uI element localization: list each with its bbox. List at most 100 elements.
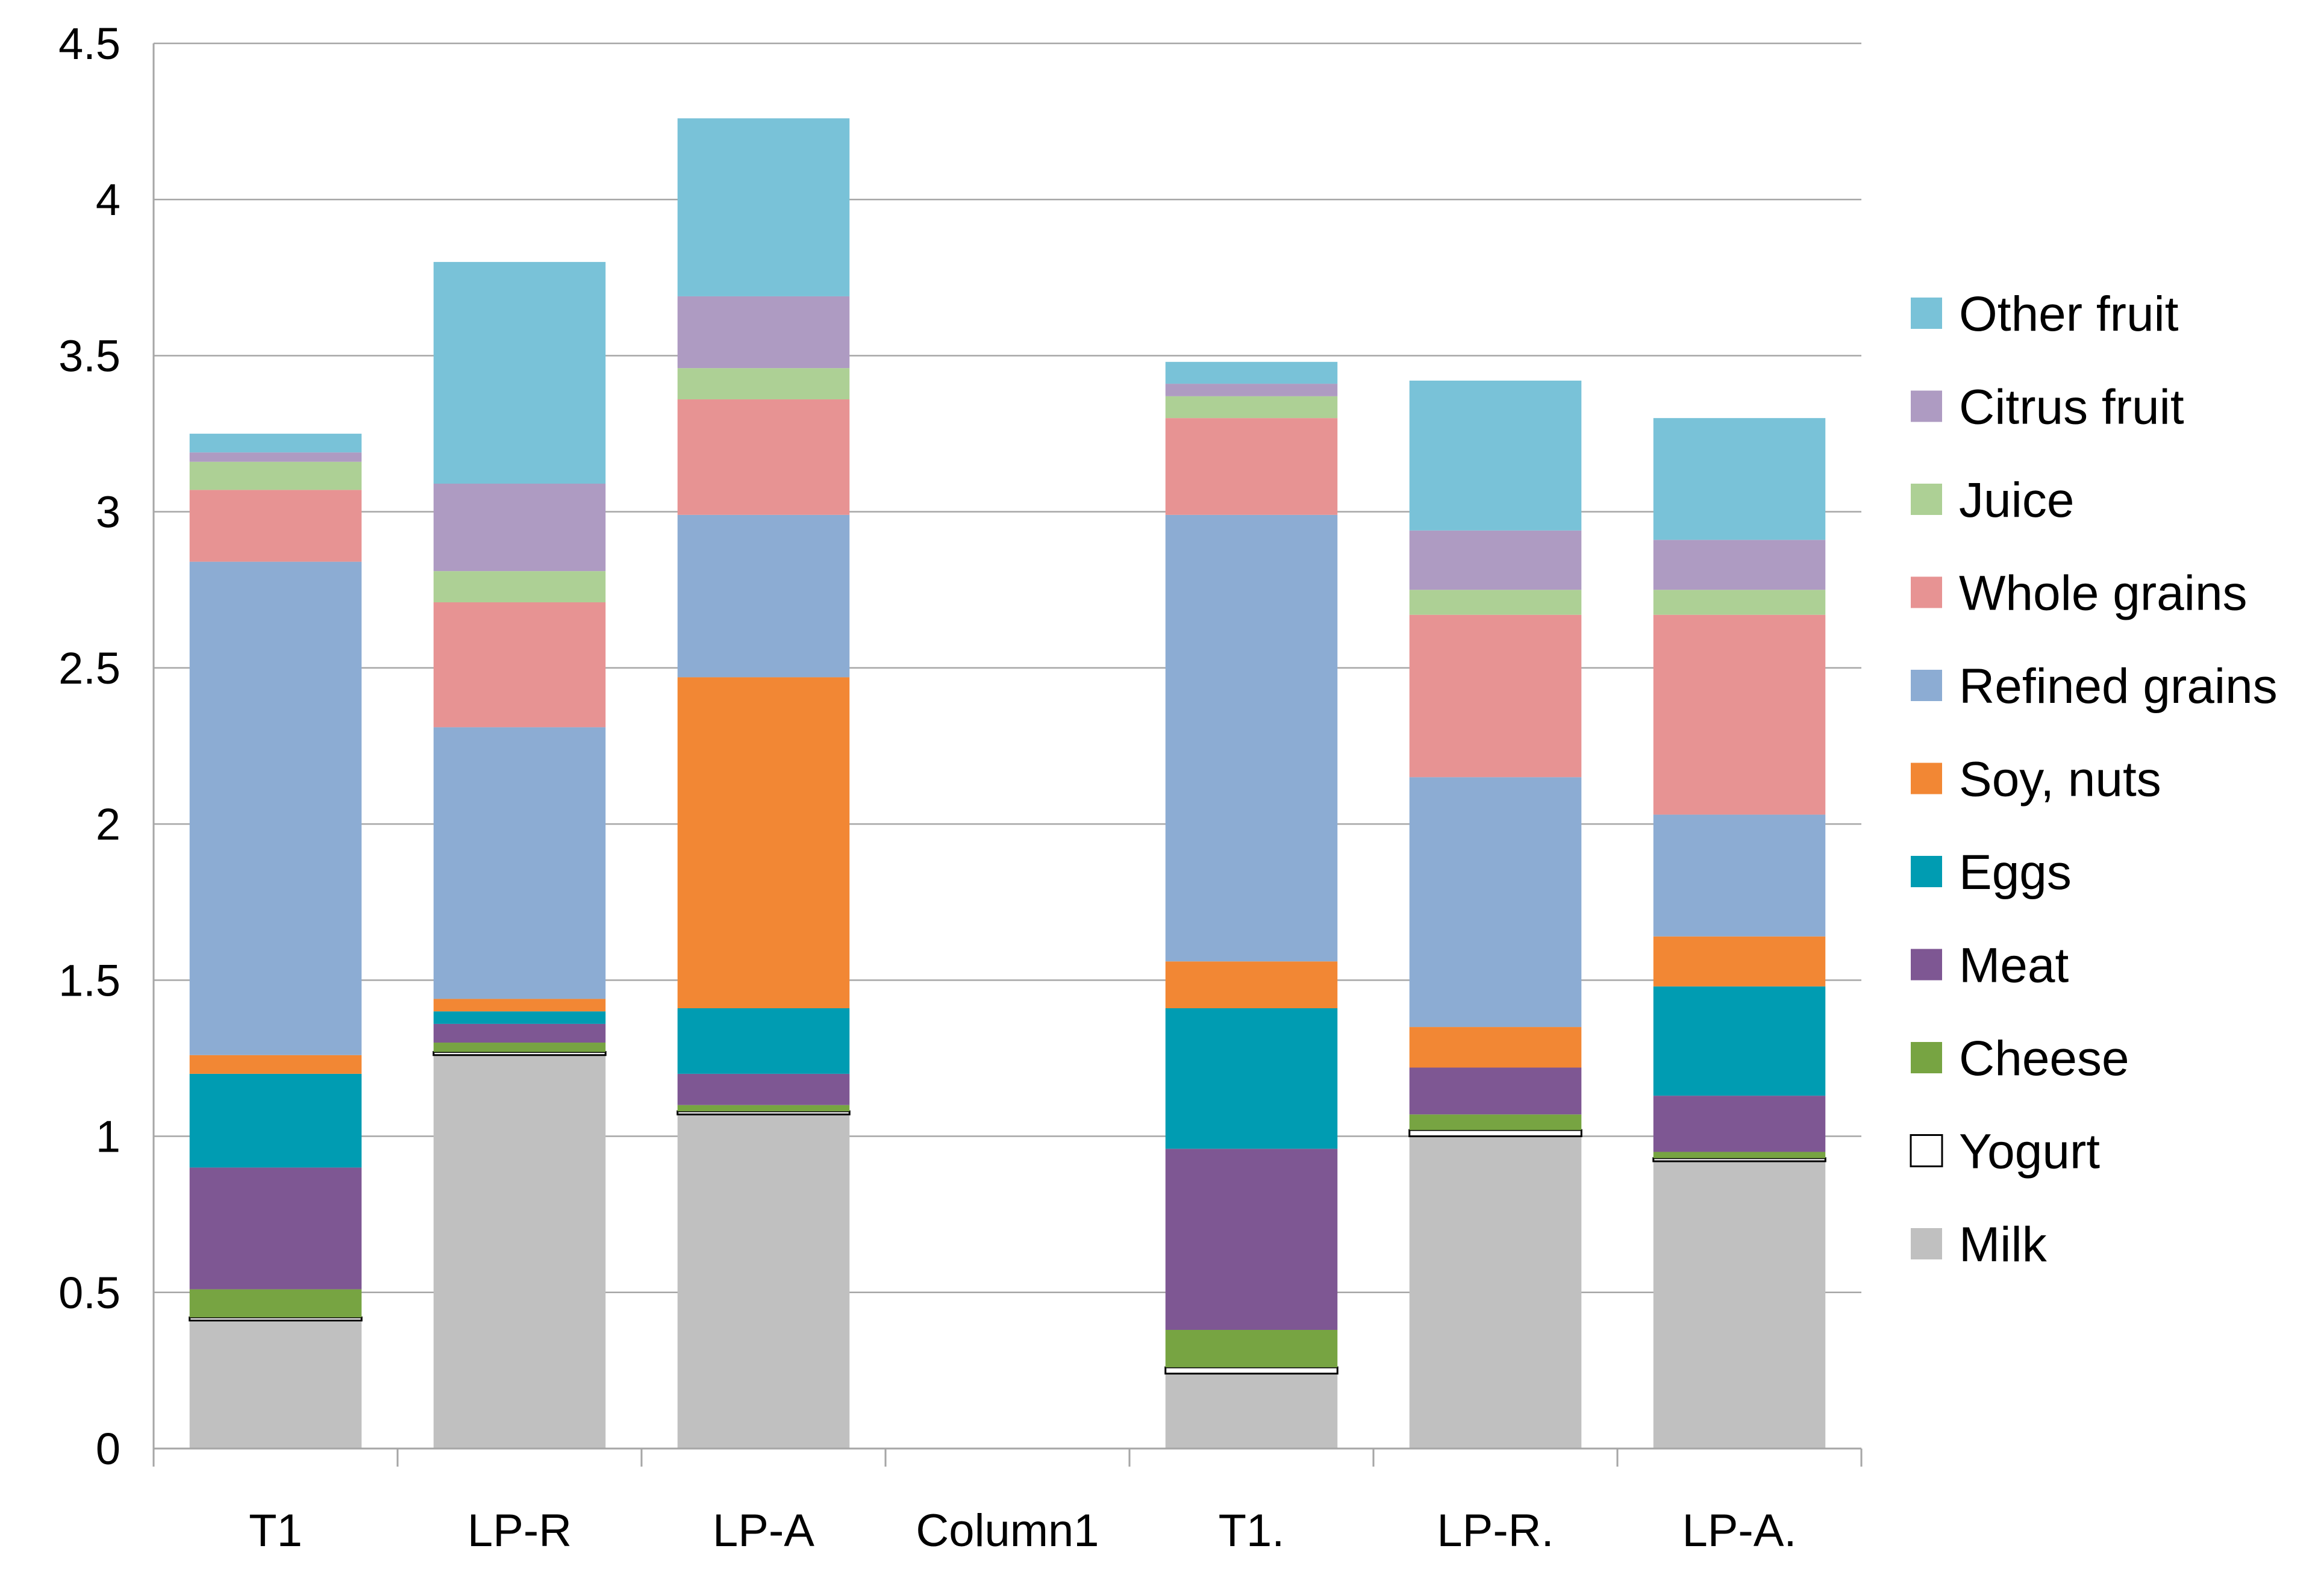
- bar-segment-whole-grains-lp-r: [433, 602, 606, 728]
- legend-swatch-cheese: [1911, 1042, 1942, 1073]
- bar-segment-milk-t1: [189, 1320, 362, 1449]
- bar-segment-yogurt-lp-a: [676, 1110, 851, 1115]
- bar-segment-cheese-lp-r: [433, 1043, 606, 1052]
- bar-segment-meat-lp-r: [1409, 1067, 1582, 1115]
- legend: Other fruit Citrus fruit Juice Whole grains…: [1910, 287, 2278, 1272]
- bar-segment-yogurt-lp-r: [433, 1051, 607, 1056]
- x-axis-tick-labels: T1 LP-R LP-A Column1 T1. LP-R. LP-A.: [249, 1505, 1796, 1556]
- bar-segment-yogurt-lp-r: [1408, 1129, 1582, 1138]
- bar-segment-juice-t1: [189, 461, 362, 490]
- bar-segment-juice-t1: [1165, 396, 1338, 419]
- x-tick-label: Column1: [916, 1505, 1099, 1556]
- legend-swatch-milk: [1911, 1228, 1942, 1259]
- bars: [189, 118, 1826, 1449]
- bar-segment-eggs-lp-a: [1653, 986, 1826, 1096]
- y-tick-label: 1: [96, 1112, 120, 1162]
- bar-segment-other-fruit-lp-r: [1409, 380, 1582, 531]
- bar-segment-soy-nuts-lp-a: [677, 677, 850, 1008]
- y-tick-label: 4.5: [58, 19, 120, 69]
- x-tick-label: LP-R.: [1437, 1505, 1554, 1556]
- bar-segment-citrus-fruit-lp-r: [1409, 530, 1582, 590]
- bar-segment-juice-lp-r: [1409, 590, 1582, 615]
- bar-segment-refined-grains-lp-r: [1409, 777, 1582, 1028]
- bar-segment-eggs-lp-r: [433, 1011, 606, 1024]
- x-tick-label: LP-A.: [1682, 1505, 1796, 1556]
- bar-segment-cheese-t1: [189, 1289, 362, 1318]
- x-tick-label: LP-R: [467, 1505, 572, 1556]
- legend-label-refined-grains: Refined grains: [1959, 659, 2278, 714]
- bar-segment-other-fruit-t1: [189, 434, 362, 453]
- bar-segment-milk-lp-r: [1409, 1136, 1582, 1449]
- bar-segment-whole-grains-lp-r: [1409, 614, 1582, 778]
- bar-segment-cheese-t1: [1165, 1329, 1338, 1368]
- bar-segment-milk-lp-a: [677, 1114, 850, 1449]
- bar-segment-meat-t1: [189, 1167, 362, 1290]
- y-tick-label: 2.5: [58, 643, 120, 693]
- bar-segment-yogurt-lp-a: [1652, 1157, 1826, 1162]
- y-tick-label: 0: [96, 1424, 120, 1474]
- axes: [152, 43, 1863, 1467]
- bar-segment-soy-nuts-lp-a: [1653, 936, 1826, 987]
- legend-swatch-juice: [1911, 484, 1942, 515]
- y-tick-label: 1.5: [58, 955, 120, 1005]
- legend-swatch-soy-nuts: [1911, 763, 1942, 794]
- bar-segment-citrus-fruit-t1: [1165, 384, 1338, 396]
- bar-segment-whole-grains-lp-a: [677, 399, 850, 515]
- bar-segment-refined-grains-lp-a: [1653, 814, 1826, 937]
- legend-label-other-fruit: Other fruit: [1959, 287, 2179, 342]
- bar-segment-meat-lp-a: [677, 1073, 850, 1105]
- bar-segment-refined-grains-lp-r: [433, 727, 606, 999]
- legend-swatch-eggs: [1911, 856, 1942, 887]
- legend-label-cheese: Cheese: [1959, 1031, 2129, 1086]
- bar-segment-other-fruit-lp-r: [433, 261, 606, 484]
- legend-swatch-refined-grains: [1911, 670, 1942, 701]
- bar-segment-other-fruit-lp-a: [677, 118, 850, 296]
- legend-label-soy-nuts: Soy, nuts: [1959, 752, 2161, 807]
- bar-segment-citrus-fruit-lp-a: [1653, 540, 1826, 590]
- gridlines: [154, 42, 1861, 1294]
- legend-swatch-yogurt: [1910, 1134, 1943, 1167]
- bar-segment-juice-lp-a: [677, 368, 850, 400]
- bar-segment-soy-nuts-t1: [189, 1055, 362, 1074]
- legend-swatch-whole-grains: [1911, 576, 1942, 608]
- bar-segment-other-fruit-t1: [1165, 361, 1338, 384]
- y-tick-label: 3: [96, 487, 120, 537]
- bar-segment-milk-lp-r: [433, 1055, 606, 1449]
- y-tick-label: 0.5: [58, 1268, 120, 1318]
- legend-label-whole-grains: Whole grains: [1959, 566, 2247, 621]
- bar-segment-milk-lp-a: [1653, 1161, 1826, 1449]
- bar-segment-refined-grains-t1: [189, 561, 362, 1055]
- bar-segment-juice-lp-a: [1653, 590, 1826, 615]
- bar-segment-citrus-fruit-lp-a: [677, 296, 850, 369]
- y-tick-label: 2: [96, 799, 120, 849]
- y-tick-label: 4: [96, 175, 120, 225]
- bar-segment-soy-nuts-t1: [1165, 961, 1338, 1008]
- legend-swatch-citrus-fruit: [1911, 390, 1942, 422]
- legend-label-milk: Milk: [1959, 1217, 2048, 1272]
- bar-segment-soy-nuts-lp-r: [1409, 1027, 1582, 1068]
- x-tick-label: LP-A: [713, 1505, 814, 1556]
- legend-swatch-meat: [1911, 949, 1942, 981]
- bar-segment-whole-grains-lp-a: [1653, 614, 1826, 815]
- bar-segment-other-fruit-lp-a: [1653, 418, 1826, 540]
- bar-segment-citrus-fruit-t1: [189, 452, 362, 462]
- bar-segment-juice-lp-r: [433, 571, 606, 603]
- bar-segment-cheese-lp-a: [1653, 1152, 1826, 1158]
- x-tick-label: T1: [249, 1505, 302, 1556]
- x-tick-label: T1.: [1219, 1505, 1285, 1556]
- legend-label-eggs: Eggs: [1959, 845, 2072, 900]
- bar-segment-eggs-t1: [1165, 1008, 1338, 1149]
- bar-segment-meat-lp-a: [1653, 1096, 1826, 1152]
- bar-segment-cheese-lp-r: [1409, 1114, 1582, 1131]
- bar-segment-eggs-t1: [189, 1073, 362, 1168]
- bar-segment-citrus-fruit-lp-r: [433, 484, 606, 572]
- bar-segment-refined-grains-t1: [1165, 514, 1338, 962]
- legend-label-citrus-fruit: Citrus fruit: [1959, 380, 2184, 435]
- y-axis-tick-labels: 0 0.5 1 1.5 2 2.5 3 3.5 4 4.5: [58, 19, 120, 1474]
- legend-label-juice: Juice: [1959, 473, 2074, 528]
- bar-segment-refined-grains-lp-a: [677, 514, 850, 678]
- y-tick-label: 3.5: [58, 331, 120, 381]
- bar-segment-whole-grains-t1: [189, 490, 362, 562]
- bar-segment-soy-nuts-lp-r: [433, 999, 606, 1012]
